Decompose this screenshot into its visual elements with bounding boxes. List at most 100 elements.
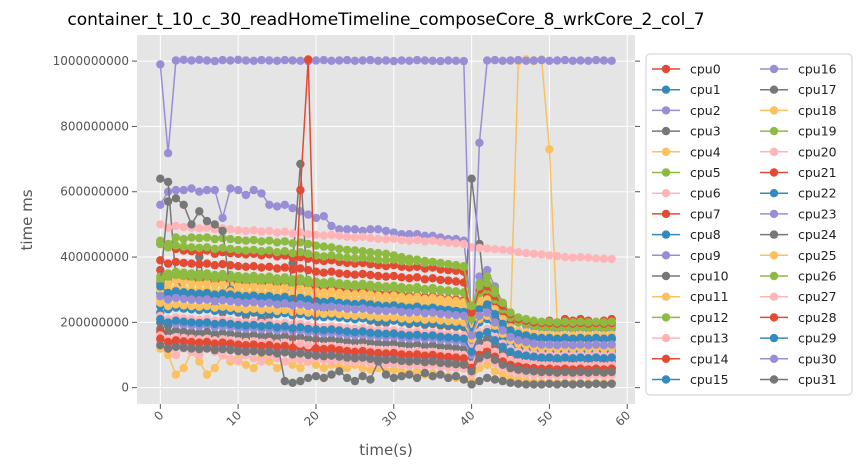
data-point (451, 372, 461, 381)
data-point (389, 373, 398, 383)
data-point (288, 324, 297, 333)
legend-item-cpu13: cpu13 (652, 331, 729, 346)
data-point (420, 368, 430, 378)
data-point (529, 332, 538, 342)
data-point (319, 280, 328, 289)
data-point (366, 354, 375, 364)
data-point (327, 230, 336, 239)
data-point (405, 370, 414, 379)
data-point (311, 325, 321, 334)
data-point (156, 200, 165, 209)
data-point (304, 230, 313, 239)
data-point (521, 351, 531, 360)
data-point (374, 255, 383, 264)
data-point (366, 282, 375, 292)
data-point (537, 317, 546, 326)
legend-label: cpu4 (690, 144, 721, 159)
data-point (412, 330, 422, 339)
data-point (202, 216, 212, 226)
data-point (436, 332, 445, 341)
data-point (163, 337, 173, 347)
data-point (249, 56, 258, 65)
data-point (226, 234, 235, 244)
data-point (342, 253, 352, 262)
data-point (381, 370, 391, 379)
data-point (226, 244, 235, 254)
data-point (576, 317, 585, 326)
data-point (342, 346, 352, 356)
data-point (226, 56, 235, 65)
data-point (195, 243, 204, 253)
legend-box (645, 53, 853, 396)
data-point (366, 55, 375, 65)
data-point (374, 348, 383, 358)
data-point (234, 55, 243, 64)
data-point (241, 275, 251, 285)
data-point (179, 288, 188, 297)
data-point (280, 263, 289, 272)
data-point (171, 257, 181, 267)
data-point (366, 365, 375, 374)
data-point (521, 248, 531, 258)
data-point (475, 305, 484, 314)
legend-item-cpu29: cpu29 (760, 331, 837, 346)
data-point (521, 337, 531, 347)
data-point (234, 330, 243, 339)
legend-marker (661, 106, 671, 115)
y-axis-label: time ms (18, 189, 36, 250)
data-point (304, 210, 313, 219)
data-point (218, 318, 227, 328)
data-point (599, 380, 609, 389)
data-point (584, 380, 593, 389)
legend-marker (661, 354, 671, 363)
data-point (514, 313, 523, 322)
data-point (296, 283, 305, 293)
data-point (257, 55, 266, 65)
data-point (218, 344, 227, 354)
data-point (397, 273, 406, 282)
data-point (475, 138, 484, 147)
data-point (529, 380, 538, 389)
data-point (342, 327, 352, 336)
data-point (335, 231, 344, 240)
data-point (428, 56, 437, 65)
data-point (444, 373, 453, 383)
data-point (304, 295, 313, 304)
legend-label: cpu0 (690, 62, 721, 77)
data-point (296, 323, 305, 332)
data-point (342, 311, 352, 320)
data-point (272, 264, 282, 273)
series-cpu26 (156, 239, 616, 327)
data-point (327, 335, 336, 344)
data-point (498, 376, 507, 386)
data-point (436, 275, 445, 285)
data-point (553, 334, 562, 343)
data-point (195, 350, 204, 360)
data-point (420, 315, 430, 324)
legend-label: cpu7 (690, 206, 721, 221)
data-point (218, 289, 227, 298)
data-point (195, 289, 204, 298)
data-point (412, 55, 422, 65)
legend-label: cpu17 (798, 82, 837, 97)
data-point (483, 244, 492, 253)
data-point (584, 56, 593, 65)
data-point (195, 187, 204, 196)
data-point (335, 303, 344, 312)
data-point (514, 248, 523, 257)
data-point (537, 250, 546, 259)
data-point (296, 355, 305, 365)
legend-item-cpu15: cpu15 (652, 372, 729, 387)
data-point (327, 370, 336, 379)
x-tick-label: 40 (457, 408, 478, 429)
data-point (553, 380, 562, 389)
legend-label: cpu5 (690, 165, 721, 180)
data-point (381, 226, 391, 236)
data-point (156, 174, 165, 183)
data-point (389, 339, 398, 348)
data-point (195, 233, 204, 243)
data-point (428, 257, 437, 267)
data-point (171, 56, 181, 65)
data-point (459, 301, 468, 311)
legend-item-cpu17: cpu17 (760, 82, 837, 97)
